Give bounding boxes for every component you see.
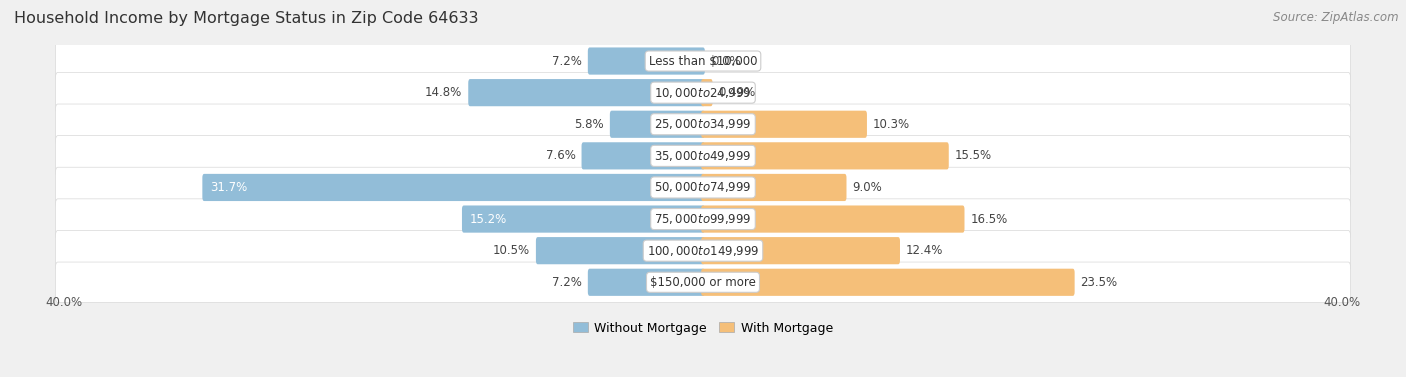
FancyBboxPatch shape: [56, 167, 1350, 208]
Text: Household Income by Mortgage Status in Zip Code 64633: Household Income by Mortgage Status in Z…: [14, 11, 478, 26]
Text: 0.0%: 0.0%: [711, 55, 741, 67]
Text: 31.7%: 31.7%: [211, 181, 247, 194]
FancyBboxPatch shape: [702, 205, 965, 233]
FancyBboxPatch shape: [468, 79, 704, 106]
Legend: Without Mortgage, With Mortgage: Without Mortgage, With Mortgage: [574, 322, 832, 334]
FancyBboxPatch shape: [610, 111, 704, 138]
FancyBboxPatch shape: [702, 111, 868, 138]
FancyBboxPatch shape: [202, 174, 704, 201]
FancyBboxPatch shape: [56, 136, 1350, 176]
Text: 40.0%: 40.0%: [1323, 296, 1361, 309]
Text: 40.0%: 40.0%: [45, 296, 83, 309]
Text: $25,000 to $34,999: $25,000 to $34,999: [654, 117, 752, 131]
FancyBboxPatch shape: [56, 230, 1350, 271]
Text: $100,000 to $149,999: $100,000 to $149,999: [647, 244, 759, 257]
FancyBboxPatch shape: [56, 104, 1350, 144]
Text: $35,000 to $49,999: $35,000 to $49,999: [654, 149, 752, 163]
Text: 15.2%: 15.2%: [470, 213, 508, 225]
FancyBboxPatch shape: [56, 41, 1350, 81]
Text: 16.5%: 16.5%: [970, 213, 1008, 225]
FancyBboxPatch shape: [56, 262, 1350, 302]
Text: Source: ZipAtlas.com: Source: ZipAtlas.com: [1274, 11, 1399, 24]
FancyBboxPatch shape: [463, 205, 704, 233]
FancyBboxPatch shape: [582, 142, 704, 169]
Text: 5.8%: 5.8%: [574, 118, 605, 131]
FancyBboxPatch shape: [702, 79, 713, 106]
Text: 7.2%: 7.2%: [553, 55, 582, 67]
Text: 14.8%: 14.8%: [425, 86, 463, 99]
Text: 12.4%: 12.4%: [905, 244, 943, 257]
Text: 23.5%: 23.5%: [1081, 276, 1118, 289]
Text: 10.5%: 10.5%: [494, 244, 530, 257]
FancyBboxPatch shape: [702, 174, 846, 201]
Text: 10.3%: 10.3%: [873, 118, 910, 131]
FancyBboxPatch shape: [56, 72, 1350, 113]
Text: Less than $10,000: Less than $10,000: [648, 55, 758, 67]
FancyBboxPatch shape: [536, 237, 704, 264]
FancyBboxPatch shape: [56, 199, 1350, 239]
Text: 7.2%: 7.2%: [553, 276, 582, 289]
Text: 9.0%: 9.0%: [852, 181, 882, 194]
FancyBboxPatch shape: [588, 48, 704, 75]
Text: 0.49%: 0.49%: [718, 86, 756, 99]
Text: $10,000 to $24,999: $10,000 to $24,999: [654, 86, 752, 100]
Text: $75,000 to $99,999: $75,000 to $99,999: [654, 212, 752, 226]
FancyBboxPatch shape: [702, 142, 949, 169]
Text: 15.5%: 15.5%: [955, 149, 991, 162]
Text: $50,000 to $74,999: $50,000 to $74,999: [654, 181, 752, 195]
Text: $150,000 or more: $150,000 or more: [650, 276, 756, 289]
FancyBboxPatch shape: [702, 269, 1074, 296]
FancyBboxPatch shape: [702, 237, 900, 264]
FancyBboxPatch shape: [588, 269, 704, 296]
Text: 7.6%: 7.6%: [546, 149, 575, 162]
